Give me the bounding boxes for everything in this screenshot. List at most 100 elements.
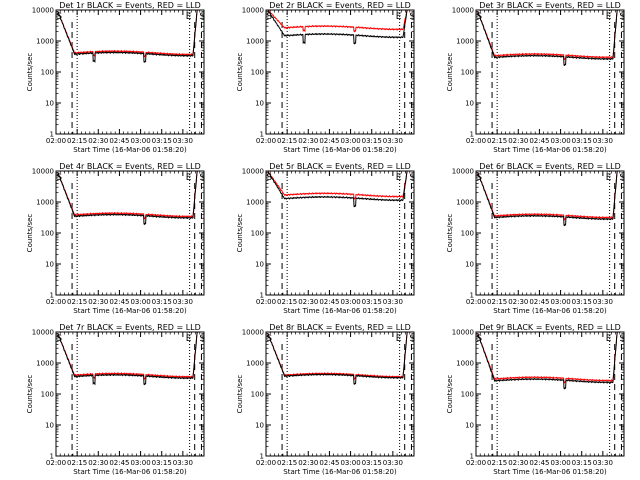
lld-series-line [267, 332, 408, 380]
y-tick-label: 10 [255, 422, 264, 430]
x-tick-label: 03:00 [130, 137, 150, 145]
y-tick-label: 10000 [32, 168, 54, 176]
lld-series-line [477, 171, 618, 221]
end-marker-label: E [396, 12, 402, 22]
x-tick-label: 03:15 [362, 137, 382, 145]
x-tick-label: 03:00 [340, 137, 360, 145]
panel-4: Det 4r BLACK = Events, RED = LLD 1 10 100 10… [26, 162, 205, 315]
y-tick-label: 100 [461, 69, 474, 77]
y-tick-label: 100 [461, 391, 474, 399]
y-tick-label: 1 [260, 292, 264, 300]
y-tick-label: 10000 [242, 168, 264, 176]
y-tick-label: 10000 [452, 168, 474, 176]
x-tick-label: 02:15 [277, 137, 297, 145]
x-tick-label: 03:00 [550, 459, 570, 467]
x-tick-label: 03:15 [362, 298, 382, 306]
x-axis-label: Start Time (16-Mar-06 01:58:20) [493, 307, 607, 315]
panel-7: Det 7r BLACK = Events, RED = LLD 1 10 100 10… [26, 323, 205, 476]
x-tick-label: 03:15 [152, 137, 172, 145]
lld-series-line [477, 10, 618, 61]
y-tick-label: 100 [461, 230, 474, 238]
x-tick-label: 03:30 [173, 298, 193, 306]
panel-title: Det 2r BLACK = Events, RED = LLD [269, 1, 411, 10]
end-marker-label: E [186, 173, 192, 183]
restart-marker-label: S [409, 173, 415, 183]
events-series-line [57, 10, 198, 63]
y-axis-label: Counts/sec [446, 53, 454, 92]
x-tick-label: 02:15 [487, 459, 507, 467]
y-tick-label: 100 [251, 69, 264, 77]
events-series-line [267, 332, 408, 385]
x-axis-label: Start Time (16-Mar-06 01:58:20) [73, 307, 187, 315]
panel-title: Det 3r BLACK = Events, RED = LLD [479, 1, 621, 10]
x-tick-label: 03:00 [340, 459, 360, 467]
panel-8: Det 8r BLACK = Events, RED = LLD 1 10 100 10… [236, 323, 415, 476]
x-tick-label: 02:00 [46, 459, 66, 467]
y-tick-label: 10 [465, 100, 474, 108]
y-tick-label: 1 [50, 131, 54, 139]
y-axis-label: Counts/sec [26, 214, 34, 253]
y-tick-label: 1000 [246, 199, 264, 207]
y-tick-label: 1000 [36, 38, 54, 46]
panel-1: Det 1r BLACK = Events, RED = LLD 1 10 100 10… [26, 1, 205, 154]
y-tick-label: 10 [255, 261, 264, 269]
x-tick-label: 02:45 [319, 298, 339, 306]
y-tick-label: 10 [45, 261, 54, 269]
x-tick-label: 03:30 [173, 137, 193, 145]
x-tick-label: 02:45 [109, 137, 129, 145]
y-axis-label: Counts/sec [236, 53, 244, 92]
lld-series-line [267, 10, 408, 33]
events-series-line [477, 332, 618, 390]
lld-series-line [57, 332, 198, 380]
plot-frame [55, 331, 205, 457]
y-tick-label: 100 [251, 230, 264, 238]
panel-title: Det 5r BLACK = Events, RED = LLD [269, 162, 411, 171]
y-tick-label: 1000 [456, 38, 474, 46]
y-tick-label: 1000 [456, 199, 474, 207]
x-tick-label: 02:00 [466, 137, 486, 145]
x-tick-label: 02:45 [109, 298, 129, 306]
x-tick-label: 02:00 [256, 459, 276, 467]
x-axis-label: Start Time (16-Mar-06 01:58:20) [73, 146, 187, 154]
x-tick-label: 02:30 [298, 298, 318, 306]
y-tick-label: 1000 [36, 360, 54, 368]
y-tick-label: 1 [470, 131, 474, 139]
y-tick-label: 1000 [36, 199, 54, 207]
x-tick-label: 02:15 [487, 137, 507, 145]
x-tick-label: 02:00 [256, 137, 276, 145]
events-series-line [477, 171, 618, 227]
restart-marker-label: S [619, 12, 625, 22]
panel-2: Det 2r BLACK = Events, RED = LLD 1 10 100 10… [236, 1, 415, 154]
x-tick-label: 03:15 [152, 298, 172, 306]
plot-frame [475, 331, 625, 457]
x-tick-label: 02:00 [256, 298, 276, 306]
x-tick-label: 02:15 [277, 298, 297, 306]
y-axis-label: Counts/sec [446, 214, 454, 253]
start-marker-label: S [56, 12, 62, 22]
panel-title: Det 7r BLACK = Events, RED = LLD [59, 323, 201, 332]
y-tick-label: 10 [45, 422, 54, 430]
x-tick-label: 03:30 [593, 298, 613, 306]
end-marker-label: E [396, 334, 402, 344]
x-tick-label: 02:00 [466, 459, 486, 467]
x-tick-label: 03:15 [152, 459, 172, 467]
x-tick-label: 03:00 [550, 137, 570, 145]
lld-series-line [477, 332, 618, 384]
x-tick-label: 03:30 [383, 137, 403, 145]
x-tick-label: 02:00 [46, 137, 66, 145]
x-tick-label: 02:30 [508, 137, 528, 145]
start-marker-label: S [266, 173, 272, 183]
y-tick-label: 10 [45, 100, 54, 108]
lld-series-line [57, 171, 198, 220]
restart-marker-label: S [409, 334, 415, 344]
y-tick-label: 10000 [32, 329, 54, 337]
end-marker-label: E [186, 334, 192, 344]
x-tick-label: 03:00 [550, 298, 570, 306]
start-marker-label: S [476, 12, 482, 22]
y-tick-label: 10000 [242, 7, 264, 15]
y-tick-label: 10000 [242, 329, 264, 337]
y-tick-label: 10000 [32, 7, 54, 15]
end-marker-label: E [396, 173, 402, 183]
lld-series-line [267, 171, 408, 200]
x-axis-label: Start Time (16-Mar-06 01:58:20) [493, 146, 607, 154]
